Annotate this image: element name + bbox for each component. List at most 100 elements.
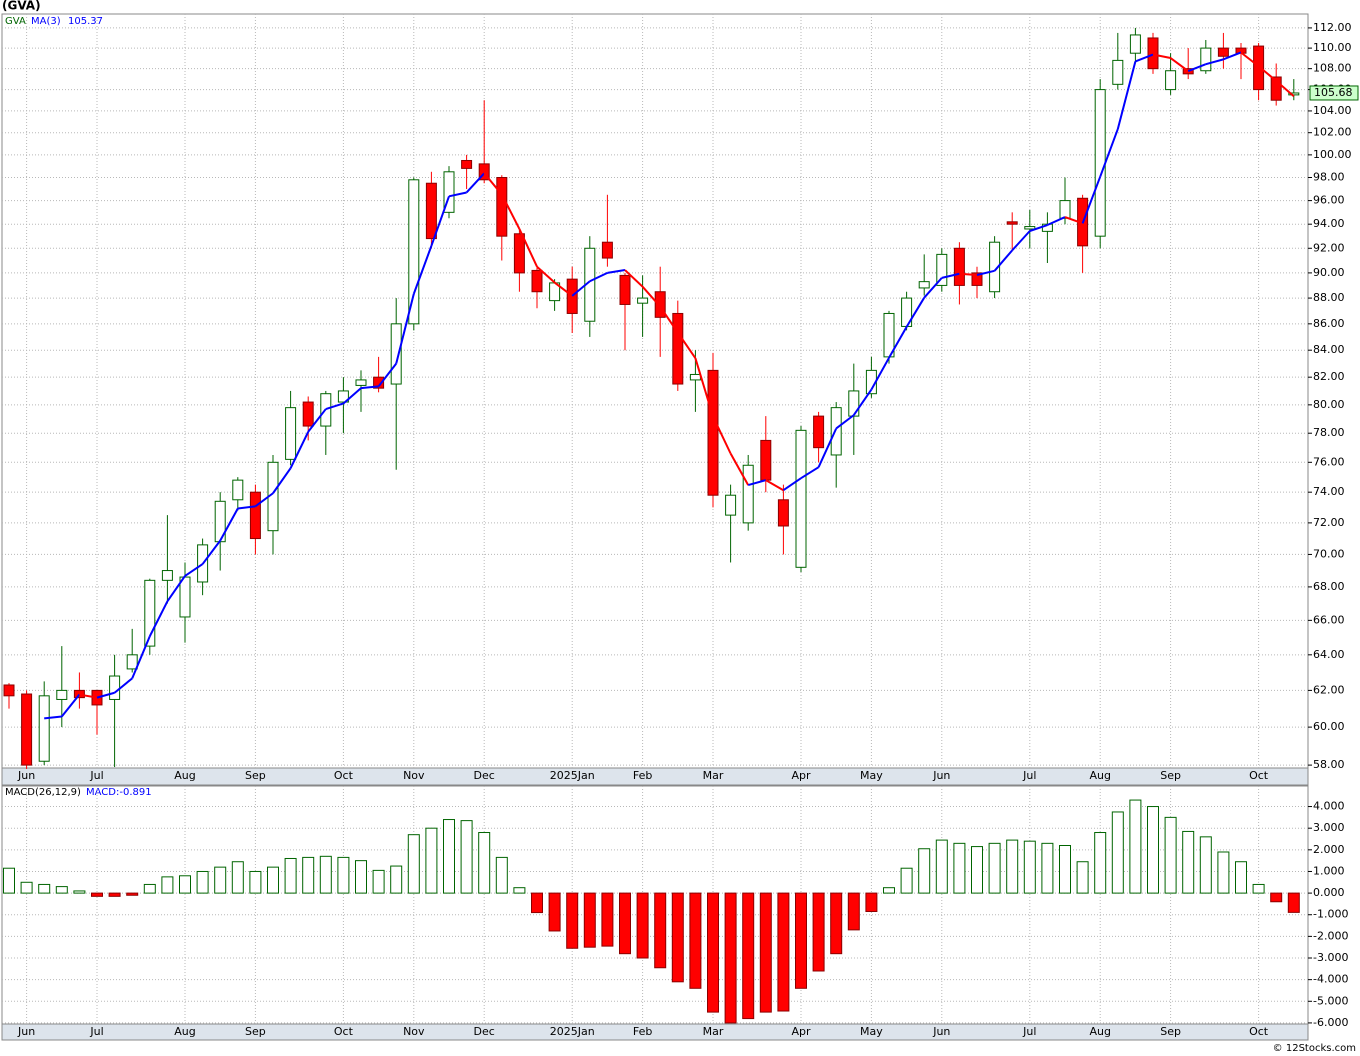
- y-tick-label: 2.000: [1313, 843, 1345, 856]
- ma-line: [536, 265, 556, 284]
- macd-bar: [988, 842, 1001, 894]
- candle-body: [373, 376, 385, 389]
- legend-ticker: GVA: [5, 16, 26, 27]
- candle-body: [742, 464, 754, 524]
- candle-body: [1129, 34, 1141, 54]
- ma-line: [289, 431, 310, 469]
- ma-line: [993, 249, 1013, 272]
- x-tick-label: Jun: [932, 1025, 950, 1038]
- y-tick-label: -2.000: [1313, 929, 1348, 942]
- candle-body: [760, 439, 772, 481]
- x-tick-label: Mar: [703, 1025, 724, 1038]
- ma-line: [500, 193, 521, 230]
- y-tick-label: 86.00: [1313, 317, 1345, 330]
- ma-line: [1170, 57, 1189, 72]
- macd-bar: [284, 857, 297, 894]
- candle-body: [1200, 47, 1212, 72]
- ma-line: [1029, 224, 1048, 232]
- candle-body: [1288, 92, 1300, 96]
- x-tick-label: Oct: [334, 769, 354, 782]
- macd-bar: [707, 892, 719, 1013]
- month-band: [1, 767, 1309, 786]
- macd-bar: [443, 819, 455, 894]
- candle-body: [619, 274, 631, 305]
- x-tick-label: Sep: [245, 769, 266, 782]
- ma-line: [1081, 176, 1102, 224]
- x-tick-label: Apr: [791, 1025, 811, 1038]
- y-tick-label: 112.00: [1313, 21, 1352, 34]
- candle-body: [425, 182, 437, 240]
- y-tick-label: -1.000: [1313, 908, 1348, 921]
- ma-line: [607, 269, 626, 274]
- candle-body: [830, 407, 842, 456]
- y-tick-label: 90.00: [1313, 266, 1345, 279]
- x-tick-label: Jul: [1022, 769, 1036, 782]
- x-tick-label: Dec: [474, 1025, 495, 1038]
- macd-bar: [918, 848, 931, 894]
- x-tick-label: Mar: [703, 769, 724, 782]
- macd-bar: [249, 870, 262, 894]
- macd-bar: [425, 827, 438, 894]
- y-tick-label: 82.00: [1313, 370, 1345, 383]
- y-tick-label: 64.00: [1313, 648, 1345, 661]
- macd-bar: [337, 856, 350, 894]
- ma-line: [518, 228, 538, 268]
- x-tick-label: May: [860, 769, 883, 782]
- ma-line: [729, 453, 750, 486]
- ma-line: [712, 416, 732, 454]
- ma-line: [219, 508, 239, 542]
- candle-body: [73, 689, 85, 699]
- x-tick-label: Aug: [174, 769, 195, 782]
- ma-line: [782, 477, 802, 492]
- x-tick-label: Aug: [174, 1025, 195, 1038]
- macd-bar: [566, 892, 579, 949]
- ma-line: [905, 297, 926, 328]
- candle-body: [707, 369, 719, 496]
- macd-bar: [143, 883, 156, 894]
- macd-current: MACD:-0.891: [86, 787, 152, 798]
- candle-body: [249, 491, 261, 540]
- ma-line: [1046, 216, 1066, 226]
- macd-bar: [1235, 861, 1247, 894]
- ma-line: [1152, 53, 1171, 60]
- macd-bar: [900, 867, 913, 894]
- x-tick-label: Nov: [403, 769, 425, 782]
- candle-body: [989, 241, 1001, 293]
- macd-bar: [390, 865, 403, 894]
- candle-body: [109, 675, 121, 700]
- ma-line: [430, 195, 450, 247]
- macd-bar: [601, 892, 614, 947]
- x-tick-label: Jun: [17, 769, 35, 782]
- macd-bar: [1111, 811, 1124, 894]
- candle-body: [672, 312, 684, 385]
- last-price-label: 105.68: [1314, 86, 1353, 99]
- macd-bar: [267, 866, 279, 894]
- macd-bar: [495, 856, 508, 894]
- macd-bar: [20, 881, 33, 894]
- macd-bar: [1094, 832, 1107, 894]
- candle-body: [795, 429, 807, 568]
- candle-body: [1147, 37, 1159, 70]
- y-tick-label: -3.000: [1313, 951, 1348, 964]
- y-tick-label: -4.000: [1313, 973, 1348, 986]
- y-tick-label: 60.00: [1313, 720, 1345, 733]
- ma-line: [307, 408, 327, 433]
- y-tick-label: 76.00: [1313, 455, 1345, 468]
- macd-bar: [865, 892, 878, 912]
- ma-line: [131, 635, 151, 679]
- y-tick-label: 72.00: [1313, 516, 1345, 529]
- macd-bar: [1199, 836, 1212, 894]
- ma-line: [1240, 51, 1260, 68]
- candle-body: [1024, 226, 1036, 230]
- y-tick-label: 102.00: [1313, 126, 1352, 139]
- y-tick-label: 94.00: [1313, 217, 1345, 230]
- candle-body: [1253, 45, 1265, 91]
- candle-body: [408, 179, 420, 325]
- y-tick-label: -5.000: [1313, 994, 1348, 1007]
- macd-bar: [407, 834, 420, 894]
- candle-body: [1270, 76, 1282, 101]
- candle-body: [637, 297, 649, 304]
- macd-bar: [583, 892, 596, 948]
- x-tick-label: Jul: [89, 1025, 103, 1038]
- ma-line: [1205, 58, 1224, 66]
